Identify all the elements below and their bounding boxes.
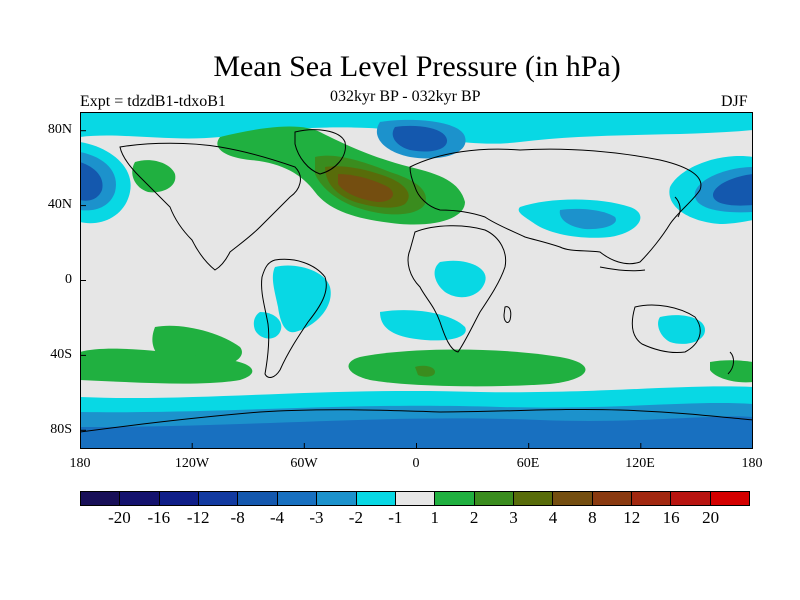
north-pacific-high — [132, 160, 176, 193]
map-title: Mean Sea Level Pressure (in hPa) — [213, 50, 621, 83]
pressure-map-svg — [80, 112, 753, 449]
season-label: DJF — [721, 93, 748, 110]
map-ticks — [80, 130, 642, 449]
eurasia-coast — [409, 148, 702, 265]
colorbar-segment-8 — [395, 492, 436, 505]
africa-coast — [407, 225, 507, 353]
colorbar-label: 20 — [702, 508, 720, 527]
southern-ocean-band-3 — [80, 416, 753, 449]
new-zealand-coast — [727, 351, 734, 375]
colorbar — [80, 491, 750, 506]
colorbar-label: -2 — [348, 508, 363, 527]
colorbar-segment-11 — [513, 492, 554, 505]
north-pacific-low-core — [80, 162, 103, 201]
barents-low-core — [392, 125, 448, 152]
colorbar-label: -3 — [309, 508, 324, 527]
east-pacific-low-core — [712, 174, 753, 206]
colorbar-segment-0 — [81, 492, 121, 505]
north-america-coast — [119, 142, 301, 271]
coastlines — [80, 129, 753, 433]
colorbar-segment-2 — [159, 492, 200, 505]
ylabel-0: 0 — [65, 272, 72, 287]
north-atlantic-high-peak — [338, 174, 393, 202]
period-label: 032kyr BP - 032kyr BP — [330, 88, 481, 105]
colorbar-segment-6 — [317, 492, 357, 505]
colorbar-segment-13 — [592, 492, 633, 505]
colorbar-segment-14 — [632, 492, 672, 505]
xlabel-120e: 120E — [625, 456, 655, 471]
africa-low — [434, 260, 486, 298]
south-indian-high-core — [415, 365, 435, 377]
colorbar-label: -1 — [388, 508, 403, 527]
south-pacific-high-3 — [710, 360, 753, 383]
experiment-label: Expt = tdzdB1-tdxoB1 — [80, 93, 226, 110]
greenland-coast — [294, 129, 346, 175]
colorbar-label: 4 — [548, 508, 558, 527]
xlabel-0: 0 — [412, 456, 420, 471]
colorbar-label: 1 — [430, 508, 439, 527]
south-america-coast — [261, 258, 327, 378]
colorbar-label: 3 — [509, 508, 518, 527]
colorbar-segment-16 — [710, 492, 750, 505]
south-pacific-high-2 — [80, 348, 253, 384]
south-america-low — [272, 265, 331, 333]
colorbar-label: 2 — [469, 508, 479, 527]
south-america-low-2 — [253, 312, 282, 339]
colorbar-label: -12 — [186, 508, 210, 527]
xlabel-60e: 60E — [516, 456, 540, 471]
colorbar-label: -16 — [147, 508, 171, 527]
colorbar-segment-3 — [199, 492, 239, 505]
xlabel-180-left: 180 — [69, 456, 91, 471]
ylabel-40s: 40S — [50, 347, 72, 362]
colorbar-segment-5 — [277, 492, 318, 505]
indonesia-coast — [599, 266, 646, 272]
colorbar-segment-4 — [238, 492, 278, 505]
ylabel-80s: 80S — [50, 422, 72, 437]
pressure-map — [80, 112, 753, 449]
colorbar-label: 8 — [588, 508, 597, 527]
japan-coast — [674, 196, 681, 218]
south-indian-high — [348, 349, 586, 387]
xlabel-120w: 120W — [174, 456, 210, 471]
ylabel-80n: 80N — [47, 122, 72, 137]
xlabel-180-right: 180 — [741, 456, 763, 471]
colorbar-label: 12 — [623, 508, 641, 527]
colorbar-segment-7 — [356, 492, 396, 505]
colorbar-label: -20 — [108, 508, 131, 527]
antarctica-coast — [80, 408, 753, 433]
madagascar-coast — [503, 306, 512, 323]
colorbar-label: -4 — [269, 508, 285, 527]
colorbar-segment-10 — [474, 492, 514, 505]
asia-low-patch-core — [559, 208, 616, 230]
colorbar-segment-1 — [120, 492, 160, 505]
colorbar-segment-12 — [553, 492, 593, 505]
xlabel-60w: 60W — [290, 456, 318, 471]
colorbar-label: 16 — [662, 508, 680, 527]
australia-coast — [631, 304, 701, 353]
australia-low — [658, 315, 705, 344]
colorbar-segment-9 — [435, 492, 475, 505]
colorbar-segment-15 — [671, 492, 711, 505]
colorbar-label: -8 — [230, 508, 245, 527]
ylabel-40n: 40N — [47, 197, 72, 212]
